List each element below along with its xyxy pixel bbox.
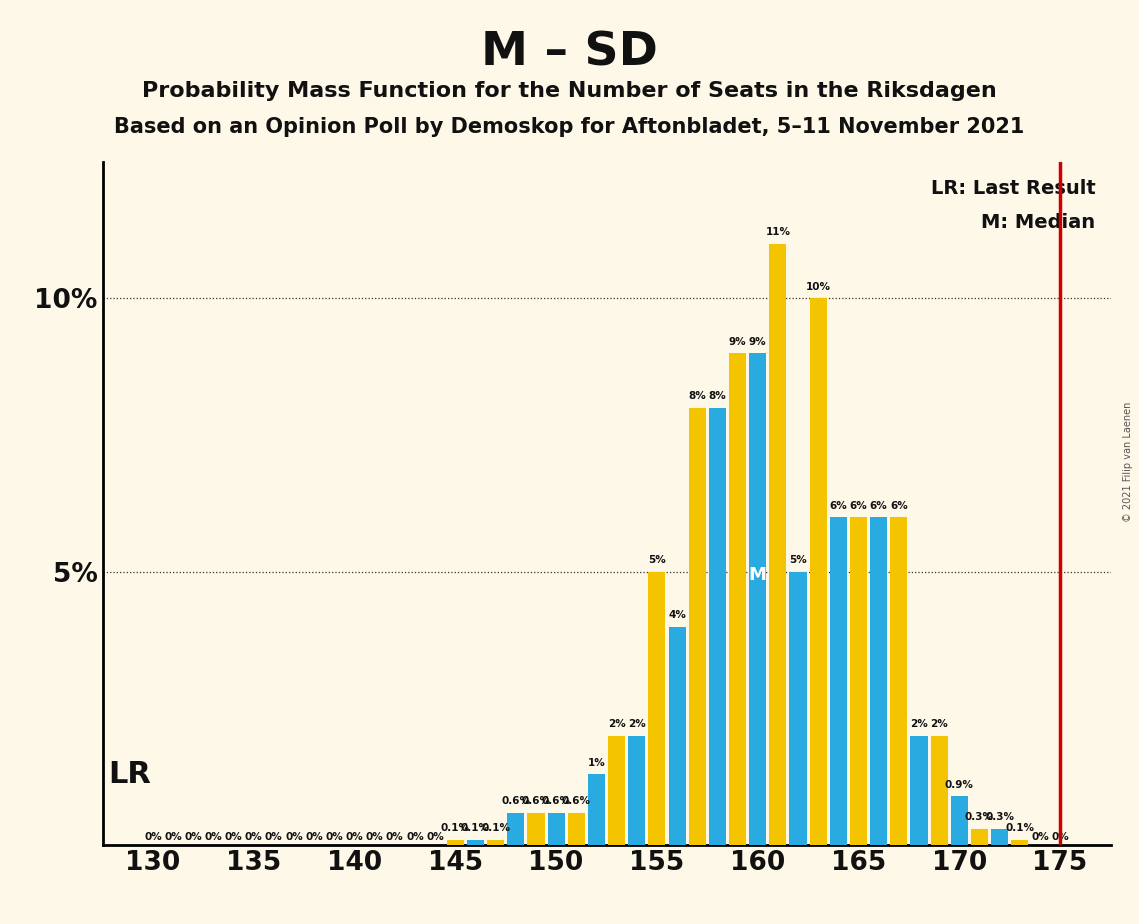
Text: 5%: 5%	[789, 555, 806, 565]
Bar	[708, 407, 726, 845]
Text: 0%: 0%	[345, 833, 363, 842]
Text: 0%: 0%	[144, 833, 162, 842]
Text: 0%: 0%	[1051, 833, 1070, 842]
Text: 0.1%: 0.1%	[481, 823, 510, 833]
Bar	[830, 517, 847, 845]
Text: M: Median: M: Median	[982, 213, 1096, 232]
Bar	[850, 517, 867, 845]
Bar	[669, 626, 686, 845]
Text: LR: Last Result: LR: Last Result	[931, 179, 1096, 198]
Text: 0.6%: 0.6%	[522, 796, 550, 806]
Text: 0%: 0%	[1031, 833, 1049, 842]
Text: 2%: 2%	[931, 720, 948, 729]
Text: 0.3%: 0.3%	[965, 812, 994, 822]
Text: 0%: 0%	[326, 833, 343, 842]
Bar	[951, 796, 968, 845]
Text: 4%: 4%	[669, 610, 686, 620]
Text: 8%: 8%	[708, 391, 727, 401]
Bar	[446, 840, 464, 845]
Bar	[970, 829, 988, 845]
Text: 11%: 11%	[765, 227, 790, 237]
Text: 2%: 2%	[628, 720, 646, 729]
Bar	[527, 812, 544, 845]
Text: 0.3%: 0.3%	[985, 812, 1014, 822]
Text: 6%: 6%	[890, 501, 908, 511]
Text: M – SD: M – SD	[481, 30, 658, 76]
Text: 0.1%: 0.1%	[1006, 823, 1034, 833]
Text: Based on an Opinion Poll by Demoskop for Aftonbladet, 5–11 November 2021: Based on an Opinion Poll by Demoskop for…	[114, 117, 1025, 138]
Text: 9%: 9%	[749, 336, 767, 346]
Bar	[891, 517, 908, 845]
Bar	[810, 298, 827, 845]
Bar	[689, 407, 706, 845]
Bar	[870, 517, 887, 845]
Bar	[507, 812, 524, 845]
Text: LR: LR	[108, 760, 151, 789]
Text: Probability Mass Function for the Number of Seats in the Riksdagen: Probability Mass Function for the Number…	[142, 81, 997, 102]
Bar	[910, 736, 927, 845]
Bar	[931, 736, 948, 845]
Text: 0.1%: 0.1%	[441, 823, 469, 833]
Text: 5%: 5%	[648, 555, 666, 565]
Bar	[729, 353, 746, 845]
Bar	[567, 812, 584, 845]
Text: 0%: 0%	[426, 833, 444, 842]
Bar	[789, 572, 806, 845]
Text: 0%: 0%	[407, 833, 424, 842]
Text: 0.9%: 0.9%	[945, 780, 974, 790]
Text: 6%: 6%	[850, 501, 868, 511]
Text: 0.6%: 0.6%	[562, 796, 591, 806]
Text: 6%: 6%	[829, 501, 847, 511]
Text: 0%: 0%	[366, 833, 384, 842]
Text: 2%: 2%	[910, 720, 928, 729]
Bar	[588, 774, 605, 845]
Text: M: M	[748, 565, 767, 584]
Bar	[487, 840, 505, 845]
Bar	[648, 572, 665, 845]
Bar	[1011, 840, 1029, 845]
Text: 9%: 9%	[729, 336, 746, 346]
Text: 0%: 0%	[164, 833, 182, 842]
Bar	[467, 840, 484, 845]
Text: 0%: 0%	[265, 833, 282, 842]
Text: 0%: 0%	[224, 833, 243, 842]
Text: 0.1%: 0.1%	[461, 823, 490, 833]
Text: 0.6%: 0.6%	[542, 796, 571, 806]
Text: 8%: 8%	[688, 391, 706, 401]
Bar	[749, 353, 767, 845]
Text: 6%: 6%	[870, 501, 887, 511]
Bar	[769, 244, 786, 845]
Text: 0%: 0%	[205, 833, 222, 842]
Text: 0%: 0%	[305, 833, 323, 842]
Text: 0%: 0%	[386, 833, 403, 842]
Text: 1%: 1%	[588, 758, 605, 768]
Bar	[608, 736, 625, 845]
Bar	[991, 829, 1008, 845]
Text: 0%: 0%	[245, 833, 263, 842]
Bar	[548, 812, 565, 845]
Text: 10%: 10%	[805, 282, 830, 292]
Text: 0.6%: 0.6%	[501, 796, 531, 806]
Text: 0%: 0%	[185, 833, 202, 842]
Bar	[629, 736, 646, 845]
Text: 2%: 2%	[608, 720, 625, 729]
Text: © 2021 Filip van Laenen: © 2021 Filip van Laenen	[1123, 402, 1132, 522]
Text: 0%: 0%	[285, 833, 303, 842]
